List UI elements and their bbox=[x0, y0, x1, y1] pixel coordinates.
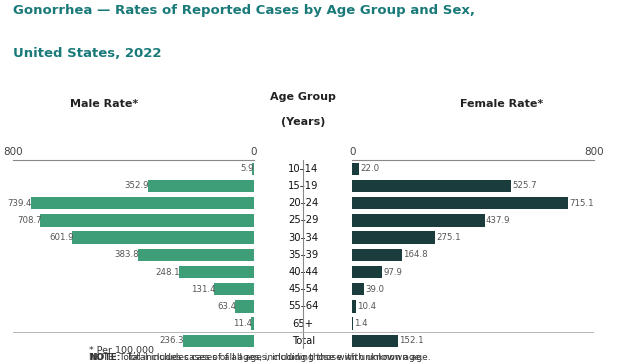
Bar bbox=[252, 163, 254, 175]
Text: Gonorrhea — Rates of Reported Cases by Age Group and Sex,: Gonorrhea — Rates of Reported Cases by A… bbox=[13, 4, 475, 17]
Text: CDC: CDC bbox=[32, 340, 54, 350]
Text: 715.1: 715.1 bbox=[570, 199, 594, 208]
Text: 45–54: 45–54 bbox=[288, 284, 318, 294]
Text: NOTE:: NOTE: bbox=[89, 353, 120, 362]
Bar bbox=[31, 197, 254, 209]
Text: Age Group: Age Group bbox=[271, 92, 336, 102]
Bar bbox=[179, 266, 254, 278]
Text: 708.7: 708.7 bbox=[17, 216, 41, 225]
Text: 437.9: 437.9 bbox=[486, 216, 510, 225]
Text: 739.4: 739.4 bbox=[8, 199, 32, 208]
Text: 152.1: 152.1 bbox=[399, 336, 424, 345]
Text: 248.1: 248.1 bbox=[156, 268, 180, 277]
Text: 525.7: 525.7 bbox=[512, 182, 537, 190]
Bar bbox=[352, 197, 568, 209]
Text: 55–64: 55–64 bbox=[288, 301, 318, 312]
Text: 35–39: 35–39 bbox=[288, 250, 318, 260]
Text: 10–14: 10–14 bbox=[288, 164, 318, 174]
Bar bbox=[72, 232, 254, 244]
Text: 275.1: 275.1 bbox=[437, 233, 461, 242]
Bar bbox=[352, 300, 356, 313]
Text: 10.4: 10.4 bbox=[357, 302, 376, 311]
Bar bbox=[40, 214, 254, 226]
Text: 39.0: 39.0 bbox=[365, 285, 384, 294]
Bar bbox=[138, 249, 254, 261]
Bar bbox=[235, 300, 254, 313]
Bar bbox=[183, 335, 254, 347]
Text: Total includes cases of all ages, including those with unknown age.: Total includes cases of all ages, includ… bbox=[124, 353, 431, 362]
Text: 352.9: 352.9 bbox=[124, 182, 149, 190]
Bar bbox=[352, 232, 436, 244]
Text: 22.0: 22.0 bbox=[360, 164, 379, 173]
Bar bbox=[215, 283, 254, 296]
Bar bbox=[352, 335, 398, 347]
Text: 25–29: 25–29 bbox=[288, 215, 319, 225]
Text: 65+: 65+ bbox=[293, 318, 314, 329]
Text: (Years): (Years) bbox=[281, 118, 325, 127]
Text: * Per 100,000: * Per 100,000 bbox=[89, 346, 154, 355]
Text: 383.8: 383.8 bbox=[115, 250, 140, 259]
Text: 1.4: 1.4 bbox=[354, 319, 368, 328]
Bar bbox=[147, 180, 254, 192]
Text: 601.9: 601.9 bbox=[49, 233, 74, 242]
Text: NOTE: Total includes cases of all ages, including those with unknown age.: NOTE: Total includes cases of all ages, … bbox=[89, 353, 423, 362]
Text: 164.8: 164.8 bbox=[403, 250, 428, 259]
Bar bbox=[352, 214, 485, 226]
Text: 30–34: 30–34 bbox=[288, 233, 318, 242]
Text: 5.9: 5.9 bbox=[240, 164, 253, 173]
Text: 131.4: 131.4 bbox=[191, 285, 215, 294]
Text: 236.3: 236.3 bbox=[159, 336, 184, 345]
Bar bbox=[352, 249, 402, 261]
Bar bbox=[352, 266, 382, 278]
Text: 63.4: 63.4 bbox=[217, 302, 236, 311]
Text: 40–44: 40–44 bbox=[288, 267, 318, 277]
Bar bbox=[352, 163, 359, 175]
Bar bbox=[352, 180, 511, 192]
Text: Male Rate*: Male Rate* bbox=[70, 99, 138, 109]
Text: 20–24: 20–24 bbox=[288, 198, 318, 208]
Text: 11.4: 11.4 bbox=[232, 319, 251, 328]
Bar bbox=[352, 283, 364, 296]
Text: 97.9: 97.9 bbox=[383, 268, 402, 277]
Bar bbox=[251, 317, 254, 330]
Text: Female Rate*: Female Rate* bbox=[460, 99, 544, 109]
Text: United States, 2022: United States, 2022 bbox=[13, 47, 161, 60]
Text: 15–19: 15–19 bbox=[288, 181, 319, 191]
Text: Total: Total bbox=[291, 336, 315, 346]
